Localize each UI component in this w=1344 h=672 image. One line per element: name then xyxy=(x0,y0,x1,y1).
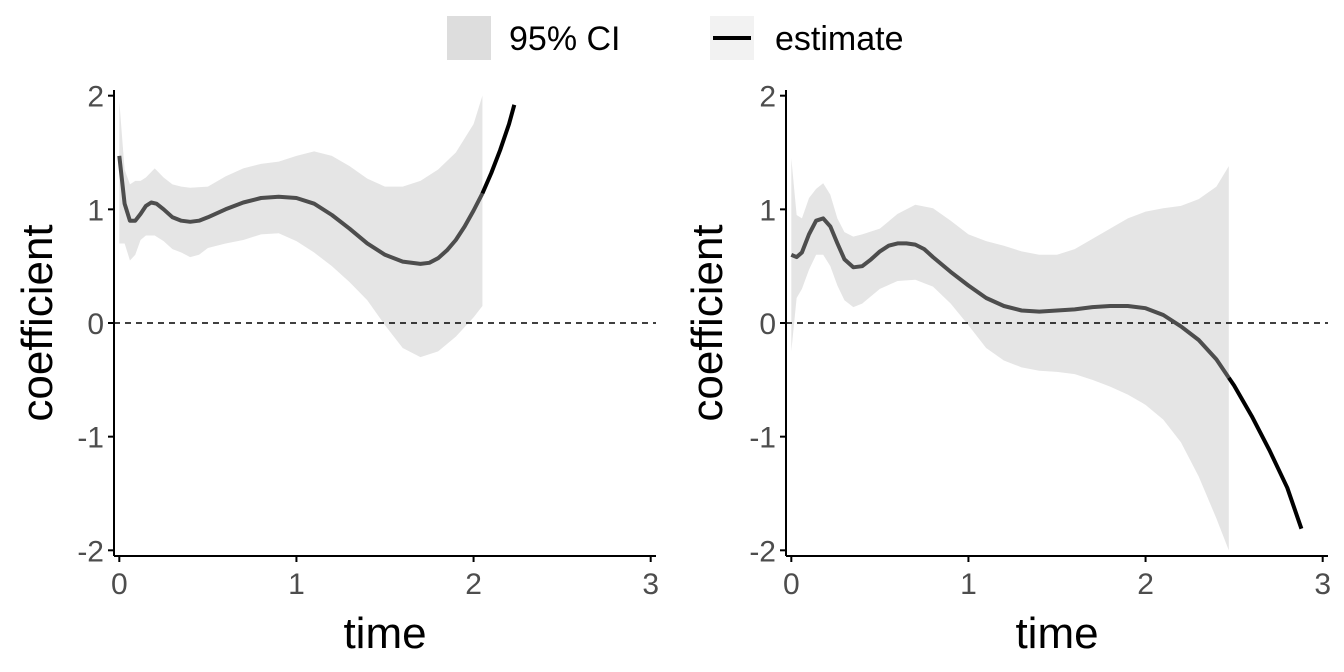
estimate-line-extrapolated xyxy=(1227,376,1304,530)
y-tick-label: 0 xyxy=(759,308,776,341)
ci-ribbon xyxy=(119,95,483,358)
legend-label-estimate: estimate xyxy=(775,20,904,58)
estimate-line-within-ci xyxy=(790,216,1231,379)
x-tick-label: 3 xyxy=(1314,568,1331,601)
legend-label-ci: 95% CI xyxy=(509,20,621,58)
y-tick-label: 1 xyxy=(759,194,776,227)
panel-left: -2 -1 0 1 2 0 1 2 3 time coefficient xyxy=(13,81,659,658)
y-axis-title: coefficient xyxy=(13,224,62,421)
y-tick-label: -1 xyxy=(77,422,104,455)
y-tick-label: 1 xyxy=(87,194,104,227)
x-axis-title: time xyxy=(343,609,426,658)
panel-right: -2 -1 0 1 2 0 1 2 3 time coefficient xyxy=(683,81,1331,658)
x-tick-label: 1 xyxy=(960,568,977,601)
y-axis-title: coefficient xyxy=(683,224,732,421)
x-tick-label: 2 xyxy=(1137,568,1154,601)
ci-ribbon xyxy=(791,158,1229,551)
x-tick-label: 0 xyxy=(783,568,800,601)
y-tick-label: -1 xyxy=(749,422,776,455)
y-tick-label: 0 xyxy=(87,308,104,341)
estimate-line-extrapolated xyxy=(480,104,517,195)
y-tick-label: 2 xyxy=(87,81,104,114)
y-tick-label: -2 xyxy=(77,535,104,568)
x-tick-label: 2 xyxy=(465,568,482,601)
x-tick-label: 0 xyxy=(111,568,128,601)
x-tick-label: 3 xyxy=(642,568,659,601)
y-tick-label: -2 xyxy=(749,535,776,568)
legend: 95% CI estimate xyxy=(447,16,904,60)
estimate-line-within-ci xyxy=(117,155,485,266)
x-axis-title: time xyxy=(1015,609,1098,658)
y-tick-label: 2 xyxy=(759,81,776,114)
x-tick-label: 1 xyxy=(288,568,305,601)
legend-key-ribbon xyxy=(447,16,491,60)
